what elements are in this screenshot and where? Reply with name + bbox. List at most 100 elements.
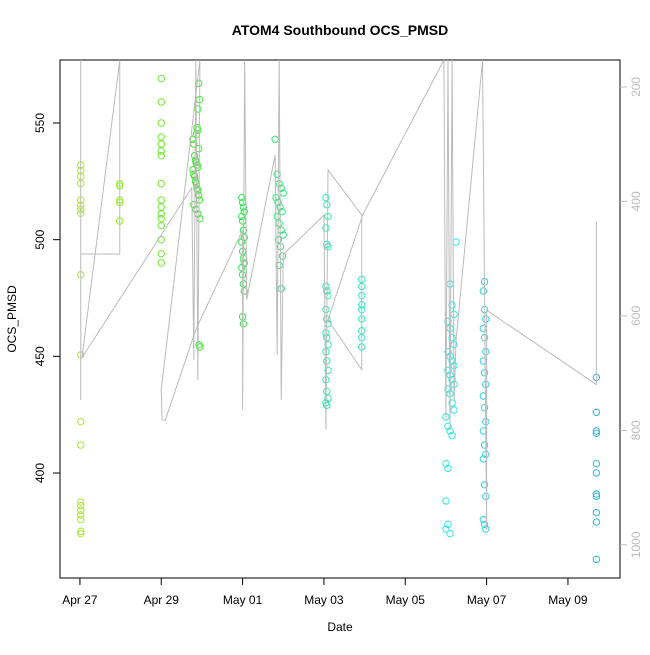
point	[324, 340, 332, 349]
point	[442, 497, 450, 505]
point	[592, 490, 601, 498]
point	[77, 527, 85, 536]
point	[482, 347, 490, 356]
point	[444, 317, 452, 326]
point	[77, 441, 85, 449]
point	[444, 464, 452, 473]
point	[77, 529, 85, 538]
point	[592, 492, 601, 501]
point	[446, 324, 454, 333]
point	[238, 263, 246, 272]
point	[444, 520, 452, 529]
point	[444, 385, 452, 393]
point	[322, 224, 330, 232]
point	[482, 315, 490, 323]
point	[157, 259, 165, 267]
point	[77, 498, 85, 506]
point	[238, 217, 247, 225]
point	[592, 429, 601, 438]
point	[277, 284, 285, 293]
point	[238, 193, 246, 202]
point	[442, 525, 450, 533]
point	[322, 193, 330, 202]
point	[479, 287, 488, 295]
point	[448, 333, 456, 342]
point	[322, 282, 330, 291]
point	[480, 520, 489, 529]
x-tick-label: Apr 29	[144, 593, 180, 607]
point	[77, 506, 85, 515]
x-tick-label: May 07	[467, 593, 507, 607]
x-tick-label: Apr 27	[62, 593, 98, 607]
y-tick-label: 550	[33, 113, 47, 133]
point	[592, 555, 601, 564]
point	[322, 305, 330, 314]
point	[77, 417, 85, 426]
point	[273, 212, 281, 221]
chart-title: ATOM4 Southbound OCS_PMSD	[232, 22, 448, 38]
point	[482, 492, 490, 501]
point	[190, 151, 199, 160]
point	[480, 368, 489, 377]
point	[157, 147, 165, 155]
point	[157, 98, 165, 106]
x-tick-label: May 03	[304, 593, 344, 607]
x-tick-label: May 09	[548, 593, 588, 607]
point	[77, 515, 85, 524]
point	[324, 242, 332, 251]
point	[322, 329, 330, 337]
y2-tick-label: 400	[629, 191, 643, 211]
point	[77, 501, 85, 510]
point	[278, 252, 287, 260]
point	[271, 135, 279, 144]
point	[324, 394, 332, 403]
point	[442, 459, 450, 468]
point	[194, 126, 202, 134]
y-tick-label: 400	[33, 463, 47, 483]
x-tick-label: May 05	[386, 593, 426, 607]
point	[275, 219, 283, 228]
point	[157, 140, 165, 148]
point	[240, 287, 248, 295]
point	[196, 343, 204, 351]
point	[190, 140, 198, 148]
point	[448, 399, 456, 407]
point	[592, 459, 601, 468]
point	[157, 133, 165, 141]
y2-tick-label: 1000	[629, 531, 643, 558]
point	[482, 525, 490, 533]
y-axis-label: OCS_PMSD	[5, 285, 19, 353]
point	[444, 347, 452, 356]
point	[592, 469, 601, 477]
point	[323, 200, 331, 209]
point	[157, 74, 165, 83]
point	[446, 280, 454, 288]
y2-tick-label: 800	[629, 420, 643, 440]
point	[157, 119, 165, 127]
point	[592, 518, 601, 526]
point	[448, 431, 456, 440]
point	[592, 508, 601, 517]
point	[480, 480, 489, 489]
line-series	[80, 59, 597, 530]
point	[444, 366, 452, 375]
x-axis-label: Date	[327, 620, 353, 634]
point	[324, 366, 332, 375]
point	[450, 406, 458, 414]
point	[157, 221, 165, 230]
point	[322, 347, 330, 356]
point	[157, 179, 165, 188]
point	[592, 427, 601, 435]
point	[157, 151, 165, 160]
point	[157, 249, 165, 258]
y2-tick-label: 600	[629, 306, 643, 326]
point	[323, 401, 331, 410]
point	[480, 403, 489, 412]
point	[157, 214, 165, 223]
point	[278, 207, 286, 216]
point	[446, 529, 454, 538]
point	[157, 210, 165, 218]
plot-frame	[59, 59, 621, 579]
point	[157, 196, 165, 204]
